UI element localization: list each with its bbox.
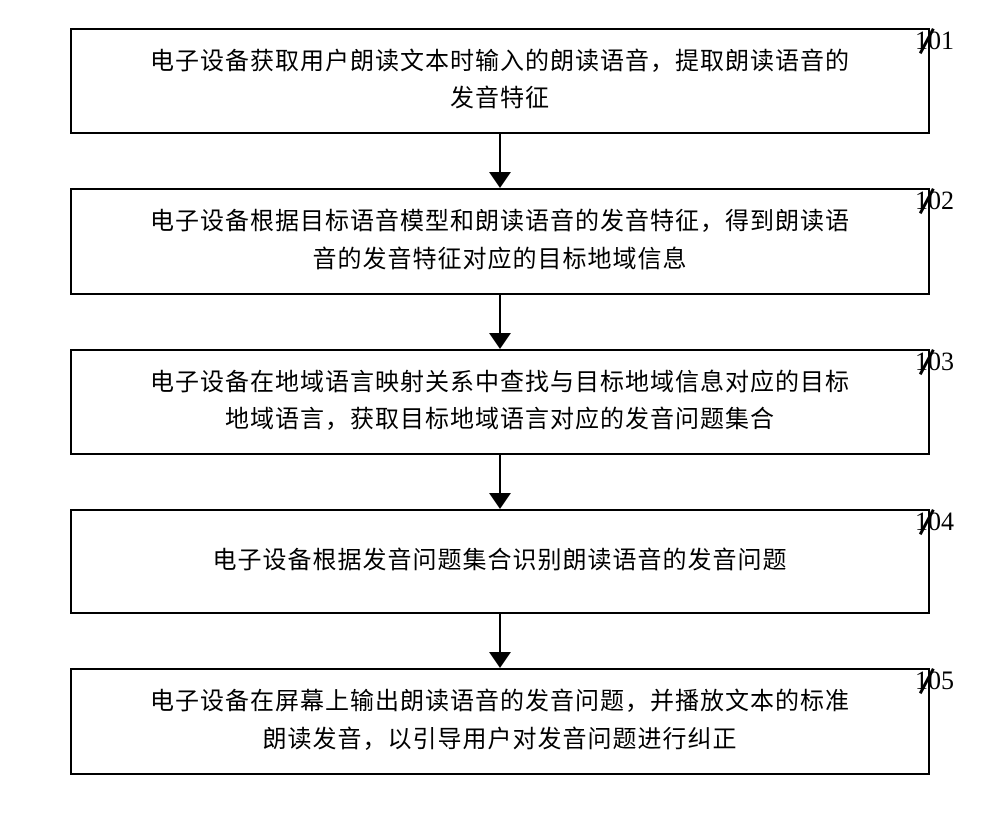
step-101-box: 电子设备获取用户朗读文本时输入的朗读语音，提取朗读语音的 发音特征 [70, 28, 930, 134]
step-102-label: 102 [915, 186, 954, 216]
step-104-line1: 电子设备根据发音问题集合识别朗读语音的发音问题 [92, 543, 908, 580]
step-102-line1: 电子设备根据目标语音模型和朗读语音的发音特征，得到朗读语 [92, 204, 908, 241]
step-103-box: 电子设备在地域语言映射关系中查找与目标地域信息对应的目标 地域语言，获取目标地域… [70, 349, 930, 455]
arrow-2 [489, 295, 511, 349]
step-103-line2: 地域语言，获取目标地域语言对应的发音问题集合 [92, 402, 908, 439]
arrow-4 [489, 614, 511, 668]
step-102-box: 电子设备根据目标语音模型和朗读语音的发音特征，得到朗读语 音的发音特征对应的目标… [70, 188, 930, 294]
step-104-label: 104 [915, 507, 954, 537]
step-104-wrap: 电子设备根据发音问题集合识别朗读语音的发音问题 104 [50, 509, 950, 614]
step-101-line1: 电子设备获取用户朗读文本时输入的朗读语音，提取朗读语音的 [92, 44, 908, 81]
step-101-wrap: 电子设备获取用户朗读文本时输入的朗读语音，提取朗读语音的 发音特征 101 [50, 28, 950, 134]
step-101-label: 101 [915, 26, 954, 56]
step-105-wrap: 电子设备在屏幕上输出朗读语音的发音问题，并播放文本的标准 朗读发音，以引导用户对… [50, 668, 950, 774]
step-105-line1: 电子设备在屏幕上输出朗读语音的发音问题，并播放文本的标准 [92, 684, 908, 721]
step-101-line2: 发音特征 [92, 81, 908, 118]
step-102-line2: 音的发音特征对应的目标地域信息 [92, 242, 908, 279]
arrow-3 [489, 455, 511, 509]
step-103-label: 103 [915, 347, 954, 377]
flowchart-container: 电子设备获取用户朗读文本时输入的朗读语音，提取朗读语音的 发音特征 101 电子… [50, 28, 950, 775]
step-103-line1: 电子设备在地域语言映射关系中查找与目标地域信息对应的目标 [92, 365, 908, 402]
step-105-box: 电子设备在屏幕上输出朗读语音的发音问题，并播放文本的标准 朗读发音，以引导用户对… [70, 668, 930, 774]
step-105-label: 105 [915, 666, 954, 696]
step-105-line2: 朗读发音，以引导用户对发音问题进行纠正 [92, 722, 908, 759]
step-102-wrap: 电子设备根据目标语音模型和朗读语音的发音特征，得到朗读语 音的发音特征对应的目标… [50, 188, 950, 294]
step-103-wrap: 电子设备在地域语言映射关系中查找与目标地域信息对应的目标 地域语言，获取目标地域… [50, 349, 950, 455]
arrow-1 [489, 134, 511, 188]
step-104-box: 电子设备根据发音问题集合识别朗读语音的发音问题 [70, 509, 930, 614]
